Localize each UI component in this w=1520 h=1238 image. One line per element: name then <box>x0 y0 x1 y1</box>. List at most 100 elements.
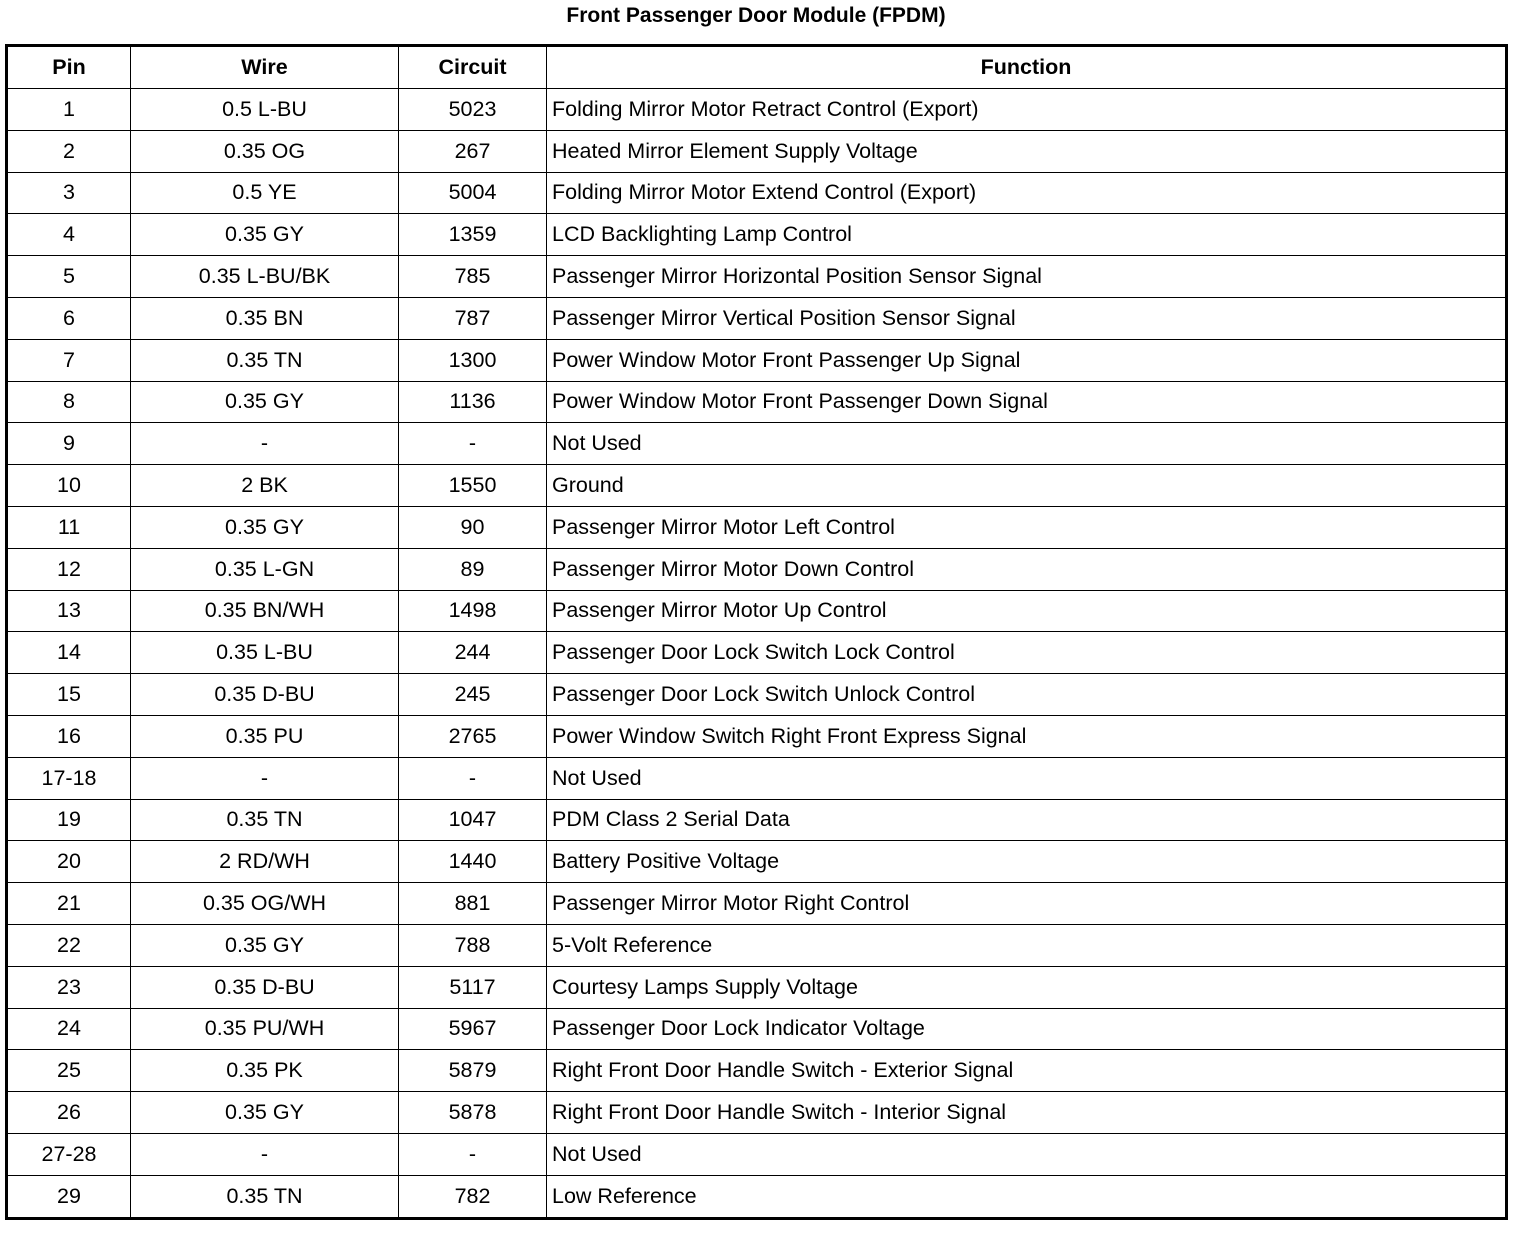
function-cell: Passenger Mirror Vertical Position Senso… <box>546 296 1507 340</box>
table-row: 17-18- - Not Used <box>6 756 1507 800</box>
circuit-cell: 881 <box>398 882 547 925</box>
pin-cell: 29 <box>6 1174 131 1219</box>
pin-cell: 16 <box>6 714 131 758</box>
pin-cell: 9 <box>6 422 131 466</box>
wire-cell: - <box>130 422 399 466</box>
wire-cell: 0.5 L-BU <box>130 88 399 131</box>
pin-cell: 25 <box>6 1049 131 1093</box>
function-cell: Low Reference <box>546 1174 1507 1219</box>
pin-cell: 20 <box>6 840 131 884</box>
pin-cell: 10 <box>6 464 131 507</box>
pin-cell: 22 <box>6 923 131 967</box>
pin-cell: 5 <box>6 255 131 298</box>
circuit-cell: 785 <box>398 255 547 298</box>
pin-cell: 3 <box>6 171 131 215</box>
pin-cell: 17-18 <box>6 756 131 800</box>
wire-cell: 2 BK <box>130 464 399 507</box>
table-row: 21 0.35 OG/WH 881 Passenger Mirror Motor Ri… <box>6 882 1507 925</box>
function-cell: Power Window Motor Front Passenger Down … <box>546 380 1507 424</box>
pin-cell: 21 <box>6 882 131 925</box>
wire-cell: 0.35 TN <box>130 798 399 842</box>
circuit-cell: 90 <box>398 505 547 549</box>
circuit-cell: 1300 <box>398 338 547 382</box>
function-cell: Not Used <box>546 756 1507 800</box>
table-row: 2 0.35 OG 267 Heated Mirror Element Supply … <box>6 129 1507 173</box>
table-row: 16 0.35 PU 2765 Power Window Switch Right F… <box>6 714 1507 758</box>
circuit-cell: 1440 <box>398 840 547 884</box>
header-row: Pin Wire Circuit Function <box>6 45 1507 89</box>
table-row: 29 0.35 TN 782 Low Reference <box>6 1174 1507 1219</box>
circuit-cell: 788 <box>398 923 547 967</box>
wire-cell: 0.35 TN <box>130 338 399 382</box>
pin-cell: 15 <box>6 673 131 716</box>
wire-cell: 0.35 PU <box>130 714 399 758</box>
function-cell: LCD Backlighting Lamp Control <box>546 213 1507 257</box>
circuit-cell: 89 <box>398 547 547 591</box>
wire-cell: 0.35 GY <box>130 1091 399 1134</box>
wire-cell: - <box>130 1132 399 1176</box>
function-cell: Power Window Switch Right Front Express … <box>546 714 1507 758</box>
pin-cell: 26 <box>6 1091 131 1134</box>
table-row: 25 0.35 PK 5879 Right Front Door Handle Swi… <box>6 1049 1507 1093</box>
wire-cell: 0.35 OG/WH <box>130 882 399 925</box>
pin-cell: 14 <box>6 631 131 675</box>
header-function: Function <box>546 45 1507 89</box>
table-row: 3 0.5 YE 5004 Folding Mirror Motor Extend C… <box>6 171 1507 215</box>
wire-cell: 0.35 D-BU <box>130 673 399 716</box>
table-row: 22 0.35 GY 788 5-Volt Reference <box>6 923 1507 967</box>
function-cell: Power Window Motor Front Passenger Up Si… <box>546 338 1507 382</box>
wire-cell: - <box>130 756 399 800</box>
table-row: 13 0.35 BN/WH 1498 Passenger Mirror Motor U… <box>6 589 1507 633</box>
circuit-cell: 245 <box>398 673 547 716</box>
function-cell: 5-Volt Reference <box>546 923 1507 967</box>
wire-cell: 0.5 YE <box>130 171 399 215</box>
wire-cell: 0.35 L-BU <box>130 631 399 675</box>
function-cell: Folding Mirror Motor Extend Control (Exp… <box>546 171 1507 215</box>
circuit-cell: - <box>398 422 547 466</box>
circuit-cell: 787 <box>398 296 547 340</box>
function-cell: Passenger Door Lock Switch Lock Control <box>546 631 1507 675</box>
header-wire: Wire <box>130 45 399 89</box>
function-cell: Passenger Mirror Motor Up Control <box>546 589 1507 633</box>
wire-cell: 0.35 D-BU <box>130 965 399 1009</box>
function-cell: Not Used <box>546 422 1507 466</box>
wire-cell: 0.35 TN <box>130 1174 399 1219</box>
pin-cell: 12 <box>6 547 131 591</box>
table-row: 4 0.35 GY 1359 LCD Backlighting Lamp Contro… <box>6 213 1507 257</box>
wire-cell: 2 RD/WH <box>130 840 399 884</box>
circuit-cell: 267 <box>398 129 547 173</box>
table-row: 14 0.35 L-BU 244 Passenger Door Lock Switch… <box>6 631 1507 675</box>
table-row: 8 0.35 GY 1136 Power Window Motor Front Pas… <box>6 380 1507 424</box>
table-row: 5 0.35 L-BU/BK 785 Passenger Mirror Horizon… <box>6 255 1507 298</box>
function-cell: Passenger Mirror Motor Down Control <box>546 547 1507 591</box>
wire-cell: 0.35 GY <box>130 213 399 257</box>
table-row: 1 0.5 L-BU 5023 Folding Mirror Motor Retrac… <box>6 88 1507 131</box>
circuit-cell: 1359 <box>398 213 547 257</box>
function-cell: Passenger Door Lock Switch Unlock Contro… <box>546 673 1507 716</box>
circuit-cell: 1047 <box>398 798 547 842</box>
table-row: 26 0.35 GY 5878 Right Front Door Handle Swi… <box>6 1091 1507 1134</box>
circuit-cell: 5879 <box>398 1049 547 1093</box>
pin-cell: 7 <box>6 338 131 382</box>
wire-cell: 0.35 GY <box>130 380 399 424</box>
function-cell: Ground <box>546 464 1507 507</box>
table-row: 24 0.35 PU/WH 5967 Passenger Door Lock Indi… <box>6 1007 1507 1051</box>
pinout-table: Pin Wire Circuit Function 1 0.5 L-BU 5023 F… <box>5 44 1508 1220</box>
table-row: 6 0.35 BN 787 Passenger Mirror Vertical Pos… <box>6 296 1507 340</box>
function-cell: Heated Mirror Element Supply Voltage <box>546 129 1507 173</box>
circuit-cell: 1498 <box>398 589 547 633</box>
wire-cell: 0.35 OG <box>130 129 399 173</box>
function-cell: Passenger Mirror Motor Left Control <box>546 505 1507 549</box>
function-cell: PDM Class 2 Serial Data <box>546 798 1507 842</box>
function-cell: Courtesy Lamps Supply Voltage <box>546 965 1507 1009</box>
wire-cell: 0.35 L-BU/BK <box>130 255 399 298</box>
pin-cell: 24 <box>6 1007 131 1051</box>
pin-cell: 27-28 <box>6 1132 131 1176</box>
circuit-cell: 782 <box>398 1174 547 1219</box>
table-row: 7 0.35 TN 1300 Power Window Motor Front Pas… <box>6 338 1507 382</box>
function-cell: Passenger Mirror Motor Right Control <box>546 882 1507 925</box>
pin-cell: 8 <box>6 380 131 424</box>
function-cell: Right Front Door Handle Switch - Interio… <box>546 1091 1507 1134</box>
circuit-cell: 1136 <box>398 380 547 424</box>
circuit-cell: 5117 <box>398 965 547 1009</box>
